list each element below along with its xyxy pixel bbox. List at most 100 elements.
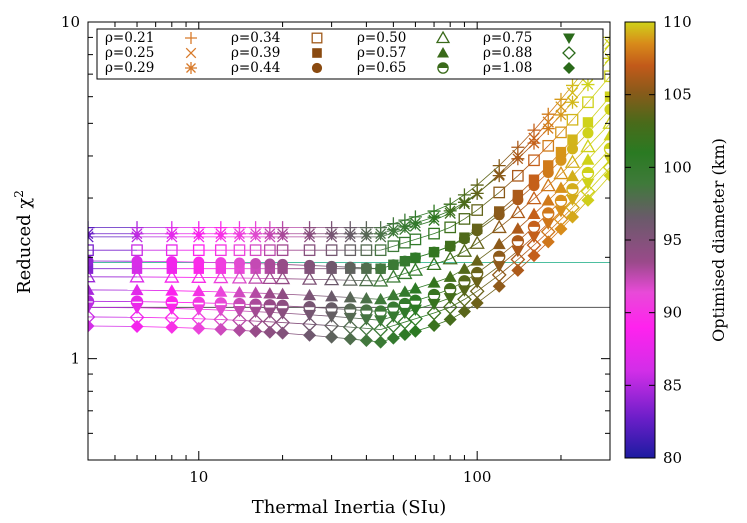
- y-tick-label: 10: [61, 13, 80, 31]
- legend: ρ=0.21ρ=0.25ρ=0.29 ρ=0.34ρ=0.39ρ=0.44 ρ=0.…: [96, 28, 604, 80]
- data-point: [193, 263, 204, 274]
- data-point: [443, 204, 457, 218]
- series-ρ=0.34: [88, 70, 610, 257]
- data-point: [263, 307, 277, 319]
- data-point: [343, 312, 357, 325]
- data-point: [359, 334, 373, 348]
- data-point: [491, 219, 507, 234]
- data-point: [359, 227, 373, 241]
- data-point: [375, 263, 387, 275]
- data-point: [303, 309, 317, 322]
- data-point: [165, 284, 179, 296]
- data-point: [512, 169, 524, 182]
- data-point: [527, 136, 541, 150]
- series-line-segment: [587, 75, 610, 103]
- y-tick-label: 1: [70, 350, 80, 368]
- data-point: [457, 285, 471, 297]
- series-line-segment: [137, 289, 172, 292]
- data-point: [603, 168, 610, 182]
- data-point: [231, 270, 248, 284]
- data-point: [165, 320, 179, 334]
- data-point: [192, 304, 206, 316]
- series-line-segment: [380, 325, 394, 330]
- legend-entry: ρ=0.21: [105, 30, 197, 46]
- data-point: [444, 221, 457, 234]
- colorbar-tick-label: 90: [663, 304, 682, 322]
- data-point: [566, 113, 579, 126]
- data-point: [528, 174, 540, 185]
- data-point: [232, 227, 246, 241]
- data-point: [234, 263, 245, 274]
- data-point: [385, 269, 401, 283]
- data-point: [386, 311, 400, 323]
- series-ρ=0.29: [88, 51, 610, 241]
- series-line-segment: [350, 326, 367, 329]
- series-line-segment: [380, 223, 394, 229]
- legend-entry: ρ=1.08: [483, 60, 575, 76]
- series-line-segment: [415, 216, 435, 224]
- data-point: [602, 159, 610, 175]
- data-point: [554, 206, 568, 218]
- series-line-segment: [393, 273, 406, 278]
- data-point: [249, 244, 262, 257]
- colorbar-tick-label: 100: [663, 158, 692, 176]
- data-point: [543, 160, 554, 171]
- data-point: [492, 261, 506, 273]
- data-point: [582, 127, 594, 139]
- data-point: [342, 272, 358, 286]
- series-line-segment: [464, 209, 478, 220]
- data-point: [554, 108, 568, 122]
- data-point: [542, 207, 555, 220]
- data-point: [214, 322, 228, 336]
- series-line-segment: [572, 102, 589, 121]
- data-point: [88, 255, 94, 267]
- data-point: [567, 134, 578, 145]
- data-point: [526, 190, 542, 205]
- data-point: [444, 283, 457, 296]
- data-point: [214, 227, 228, 241]
- data-point: [555, 146, 567, 158]
- colorbar-tick-label: 110: [663, 13, 692, 31]
- data-point: [232, 323, 246, 337]
- series-line-segment: [331, 325, 351, 328]
- data-point: [541, 107, 555, 121]
- series-line-segment: [380, 245, 394, 251]
- series-line-segment: [415, 312, 435, 320]
- legend-box: [96, 28, 604, 80]
- legend-label: ρ=0.57: [357, 45, 406, 61]
- series-line-segment: [476, 165, 500, 186]
- legend-entry: ρ=0.25: [105, 45, 197, 61]
- data-point: [386, 331, 400, 345]
- data-point: [192, 244, 205, 257]
- data-point: [564, 154, 581, 168]
- data-point: [566, 210, 580, 224]
- data-point: [130, 302, 144, 315]
- data-point: [374, 227, 388, 241]
- data-point: [276, 287, 290, 299]
- data-point: [580, 138, 596, 153]
- series-line-segment: [449, 218, 465, 228]
- data-point: [493, 186, 506, 199]
- data-point: [193, 256, 205, 268]
- data-point: [129, 269, 145, 283]
- data-point: [510, 204, 526, 219]
- series-line-segment: [560, 119, 573, 133]
- data-point: [88, 319, 95, 333]
- series-line-segment: [547, 99, 562, 115]
- data-point: [581, 153, 595, 165]
- data-point: [326, 260, 338, 272]
- data-point: [192, 227, 206, 241]
- x-axis-label: Thermal Inertia (SIu): [252, 497, 447, 518]
- series-line-segment: [433, 306, 451, 314]
- data-point: [604, 38, 610, 50]
- data-point: [511, 140, 525, 154]
- data-point: [457, 305, 471, 319]
- data-point: [398, 219, 412, 233]
- series-ρ=0.65: [88, 142, 610, 318]
- data-point: [191, 269, 207, 283]
- data-point: [250, 258, 262, 270]
- series-line-segment: [587, 175, 610, 201]
- data-point: [88, 221, 95, 235]
- data-point: [325, 289, 339, 302]
- series-line-segment: [239, 319, 256, 322]
